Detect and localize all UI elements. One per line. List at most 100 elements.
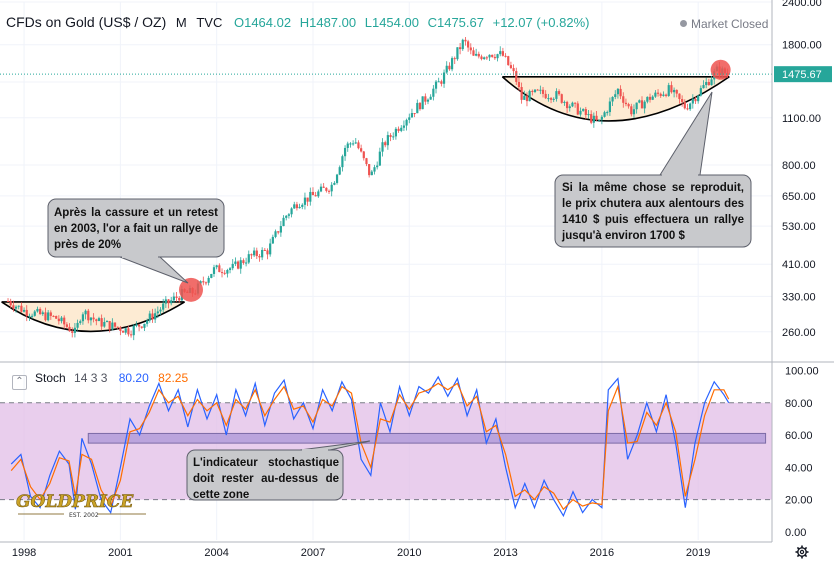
candle-body (416, 102, 419, 114)
candle-body (218, 265, 221, 273)
price-tick-label: 530.00 (782, 221, 816, 233)
candle-body (341, 156, 344, 168)
stoch-tick-label: 20.00 (785, 495, 813, 507)
candle-body (442, 72, 446, 84)
chart-header: CFDs on Gold (US$ / OZ) M TVC O1464.02 H… (6, 14, 594, 30)
candle-body (472, 50, 475, 56)
candle-body (242, 260, 245, 264)
candle-body (269, 243, 272, 255)
candle-body (627, 104, 630, 107)
annotations (47, 91, 752, 501)
candle-body (434, 81, 438, 89)
symbol-title[interactable]: CFDs on Gold (US$ / OZ) (6, 14, 167, 30)
time-tick-label: 2010 (397, 547, 421, 559)
candle-body (549, 98, 553, 100)
collapse-icon[interactable]: ⌃ (12, 375, 27, 390)
candle-body (557, 91, 561, 95)
candle-body (111, 322, 114, 330)
candle-body (231, 263, 234, 269)
candle-body (298, 206, 301, 209)
candle-body (68, 326, 71, 332)
candle-body (162, 303, 165, 310)
candle-body (568, 106, 571, 109)
candle-body (702, 85, 705, 89)
price-axis-panel (772, 0, 834, 568)
candle-body (587, 114, 590, 116)
candle-body (52, 315, 55, 317)
candle-body (699, 88, 702, 96)
candle-body (151, 313, 154, 320)
candle-body (244, 262, 248, 264)
candle-body (477, 53, 480, 57)
candle-body (127, 328, 130, 335)
settings-gear-icon[interactable] (795, 545, 809, 559)
candle-body (488, 54, 491, 58)
candle-body (584, 109, 587, 115)
candle-body (392, 136, 395, 138)
change-value: +12.07 (+0.82%) (492, 15, 590, 30)
candle-body (397, 128, 400, 131)
candle-body (322, 186, 325, 188)
candle-body (156, 311, 159, 314)
balloon-stoch-box (186, 449, 344, 501)
candle-body (12, 305, 15, 309)
candle-body (504, 55, 507, 57)
candle-body (215, 265, 218, 268)
candle-body (258, 256, 261, 258)
candle-body (710, 79, 713, 86)
interval-label[interactable]: M (175, 15, 187, 30)
candle-body (576, 103, 579, 115)
candle-body (507, 56, 510, 66)
candle-body (81, 314, 85, 322)
candle-body (378, 151, 381, 166)
stoch-params: 14 3 3 (74, 371, 108, 385)
candle-body (635, 102, 638, 110)
candle-body (582, 109, 585, 111)
candle-body (630, 106, 633, 115)
time-tick-label: 2004 (204, 547, 228, 559)
candle-body (528, 90, 531, 102)
candle-body (105, 321, 109, 323)
candle-body (485, 57, 488, 59)
candle-body (100, 318, 103, 327)
candle-body (84, 310, 87, 315)
candle-body (547, 98, 550, 100)
candle-body (71, 331, 74, 333)
candle-body (689, 103, 692, 110)
candle-body (204, 282, 208, 284)
candle-body (429, 96, 432, 100)
candle-body (574, 102, 577, 104)
candle-body (640, 100, 644, 109)
candle-body (608, 101, 611, 113)
candle-body (314, 195, 317, 197)
candle-body (207, 277, 210, 283)
candle-body (49, 312, 52, 316)
close-value: C1475.67 (427, 15, 484, 30)
candle-body (389, 135, 392, 137)
candle-body (121, 330, 125, 333)
time-tick-label: 2007 (301, 547, 325, 559)
candle-body (132, 325, 135, 336)
stoch-label[interactable]: Stoch (35, 371, 66, 385)
market-status-text: Market Closed (691, 17, 769, 31)
candle-body (346, 143, 349, 148)
candle-body (531, 90, 534, 92)
candle-body (164, 299, 167, 304)
candle-body (47, 312, 50, 321)
candle-body (167, 299, 170, 304)
candle-body (44, 312, 47, 321)
candle-body (113, 322, 117, 327)
candle-body (394, 128, 397, 137)
candle-body (25, 309, 28, 316)
candle-body (30, 315, 34, 317)
time-tick-label: 2013 (493, 547, 517, 559)
candle-body (432, 88, 435, 97)
candle-body (413, 113, 416, 115)
candle-body (234, 261, 237, 264)
stochastic-pane (0, 375, 772, 518)
candle-body (57, 318, 60, 322)
candle-body (351, 143, 355, 145)
candle-body (73, 327, 76, 333)
candle-body (405, 119, 408, 126)
